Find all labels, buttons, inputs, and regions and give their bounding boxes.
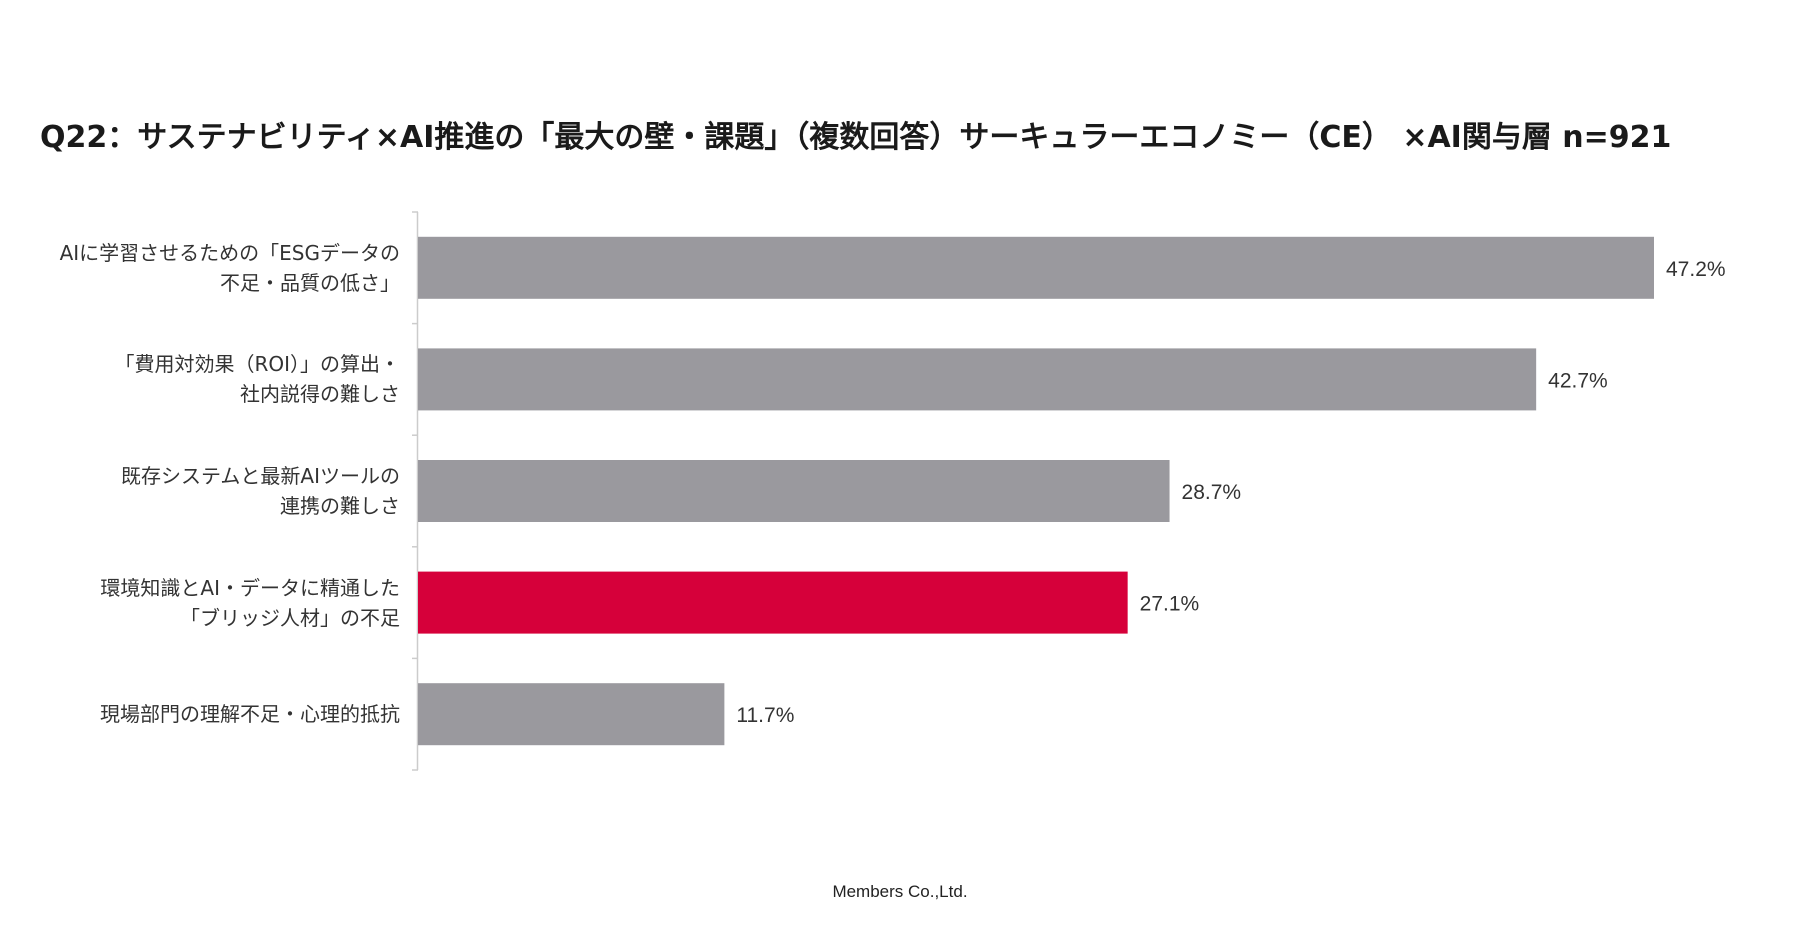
value-label-3: 28.7% [1182,481,1242,504]
value-label-5: 11.7% [736,704,794,727]
value-labels-group: 47.2% 42.7% 28.7% 27.1% 11.7% [736,258,1725,727]
category-label-4: 環境知識とAI・データに精通した 「ブリッジ人材」の不足 [100,575,400,630]
bar-4 [418,571,1128,634]
category-label-3: 既存システムと最新AIツールの 連携の難しさ [121,464,400,518]
bar-2 [418,348,1537,411]
bar-3 [418,460,1170,522]
category-label-2: 「費用対効果（ROI）」の算出・ 社内説得の難しさ [114,352,400,407]
bars-group [418,236,1654,746]
category-label-5: 現場部門の理解不足・心理的抵抗 [100,702,400,727]
category-axis-ticks [412,211,418,771]
bar-5 [418,683,725,746]
value-label-4: 27.1% [1140,593,1200,616]
value-label-1: 47.2% [1666,258,1726,281]
category-label-1: AIに学習させるための「ESGデータの 不足・品質の低さ」 [59,240,400,295]
chart-title: Q22：サステナビリティ×AI推進の「最大の壁・課題」（複数回答）サーキュラーエ… [40,120,1672,155]
bar-1 [418,236,1654,299]
footer-credit: Members Co.,Ltd. [832,882,968,901]
value-label-2: 42.7% [1548,369,1608,392]
